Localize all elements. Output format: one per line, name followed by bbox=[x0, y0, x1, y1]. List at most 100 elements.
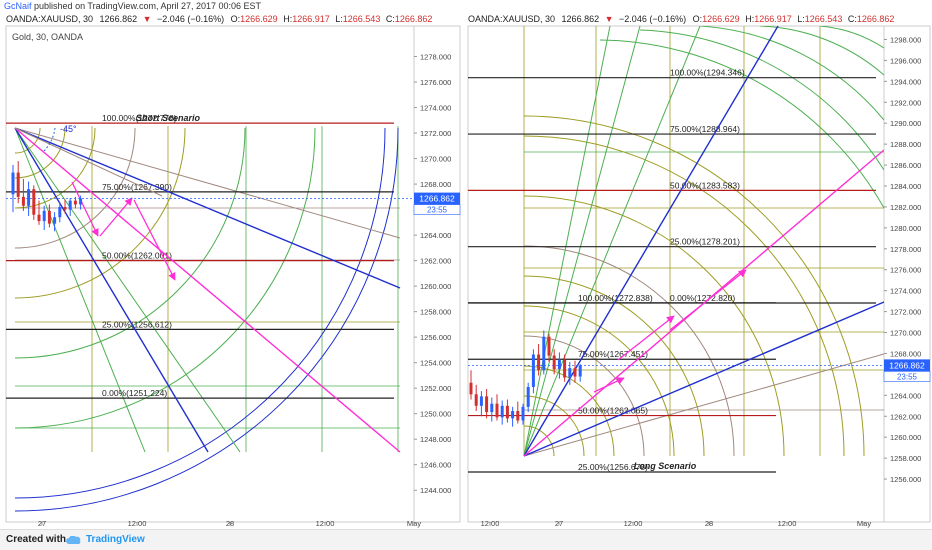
countdown-tag: 23:55 bbox=[897, 372, 918, 381]
candle-body bbox=[474, 394, 478, 406]
candle-body bbox=[537, 354, 541, 371]
gann-fan-line bbox=[523, 26, 611, 457]
fib-level-label: 50.00%(1283.583) bbox=[670, 180, 740, 190]
y-tick-label: 1282.000 bbox=[890, 203, 921, 212]
gann-arc bbox=[523, 425, 555, 457]
gann-arc bbox=[14, 127, 96, 209]
right-plot-area bbox=[467, 25, 885, 523]
publish-header: GcNaif published on TradingView.com, Apr… bbox=[0, 0, 932, 12]
fib-level-label: 100.00%(1272.778) bbox=[102, 113, 177, 123]
candle-body bbox=[516, 411, 520, 421]
right-fib-levels: 100.00%(1294.346) 75.00%(1288.964) 50.00%(… bbox=[468, 68, 876, 473]
left-trendlines bbox=[14, 127, 401, 453]
y-tick-label: 1288.000 bbox=[890, 140, 921, 149]
change-value: −2.046 (−0.16%) bbox=[619, 14, 686, 24]
arrow bbox=[593, 377, 625, 393]
y-tick-label: 1286.000 bbox=[890, 161, 921, 170]
candle-body bbox=[53, 217, 57, 224]
gann-arc bbox=[14, 127, 399, 512]
gann-arc bbox=[699, 26, 884, 121]
y-tick-label: 1276.000 bbox=[420, 78, 451, 87]
y-tick-label: 1250.000 bbox=[420, 410, 451, 419]
chart-subtitle: Gold, 30, OANDA bbox=[12, 32, 83, 42]
x-tick-label: 27 bbox=[555, 519, 563, 528]
right-price-axis bbox=[883, 25, 931, 523]
ohlc-low: 1266.543 bbox=[343, 14, 381, 24]
candle-body bbox=[37, 214, 41, 222]
candle-body bbox=[27, 189, 31, 206]
gann-arc bbox=[14, 127, 136, 249]
y-tick-label: 1248.000 bbox=[420, 435, 451, 444]
gann-arc bbox=[759, 26, 884, 76]
footer-bar: Created with TradingView bbox=[0, 529, 932, 550]
arrow bbox=[133, 199, 176, 281]
publish-text: published on TradingView.com, April 27, … bbox=[34, 1, 262, 11]
x-tick-label: 28 bbox=[705, 519, 713, 528]
y-tick-label: 1260.000 bbox=[890, 433, 921, 442]
arrow bbox=[669, 269, 747, 331]
right-trendlines bbox=[523, 26, 884, 457]
gann-arc bbox=[819, 26, 884, 49]
countdown-tag: 23:55 bbox=[427, 206, 448, 215]
y-tick-label: 1268.000 bbox=[890, 349, 921, 358]
candle-body bbox=[490, 403, 494, 413]
last-value: 1266.862 bbox=[562, 14, 600, 24]
candle-body bbox=[63, 207, 67, 210]
fib-level-label: 25.00%(1278.201) bbox=[670, 237, 740, 247]
change-value: −2.046 (−0.16%) bbox=[157, 14, 224, 24]
x-tick-label: 12:00 bbox=[316, 519, 335, 528]
change-arrow: ▼ bbox=[605, 14, 614, 24]
candle-body bbox=[16, 172, 20, 197]
svg-text:OANDA:XAUUSD, 30 1266.86: OANDA:XAUUSD, 30 1266.862 ▼ −2.046 (−0.1… bbox=[6, 14, 432, 24]
y-tick-label: 1292.000 bbox=[890, 98, 921, 107]
gann-arc bbox=[14, 127, 41, 154]
candle-body bbox=[526, 386, 530, 407]
fib-level-label: 100.00%(1294.346) bbox=[670, 68, 745, 78]
x-tick-label: 28 bbox=[226, 519, 234, 528]
candle-body bbox=[563, 359, 567, 378]
gann-arc bbox=[523, 275, 705, 457]
y-tick-label: 1290.000 bbox=[890, 119, 921, 128]
scenario-label: Long Scenario bbox=[634, 461, 697, 471]
author-link[interactable]: GcNaif bbox=[4, 1, 32, 11]
y-tick-label: 1254.000 bbox=[420, 359, 451, 368]
gann-arc bbox=[639, 29, 884, 171]
ohlc-close: 1266.862 bbox=[857, 14, 895, 24]
candle-body bbox=[511, 411, 515, 419]
last-price-tag: 1266.862 bbox=[889, 360, 925, 370]
y-tick-label: 1270.000 bbox=[890, 329, 921, 338]
ohlc-high: 1266.917 bbox=[292, 14, 330, 24]
ohlc-high: 1266.917 bbox=[754, 14, 792, 24]
candle-body bbox=[505, 405, 509, 419]
gann-arc bbox=[523, 195, 785, 457]
symbol-line: OANDA:XAUUSD, 30 bbox=[468, 14, 555, 24]
trendline bbox=[523, 301, 884, 457]
trendline bbox=[14, 127, 163, 197]
candle-body bbox=[21, 196, 25, 206]
candle-body bbox=[68, 200, 72, 210]
left-x-ticks: 27 12:00 28 12:00 May bbox=[38, 519, 422, 528]
tradingview-brand[interactable]: TradingView bbox=[86, 534, 145, 545]
gann-arc bbox=[14, 127, 386, 499]
gann-fan-line bbox=[523, 26, 641, 457]
left-plot-area bbox=[5, 25, 415, 523]
fib-level-label: 25.00%(1256.612) bbox=[102, 319, 172, 329]
ohlc-low: 1266.543 bbox=[805, 14, 843, 24]
left-fib-levels: 100.00%(1272.778) 75.00%(1267.390) 50.00%(… bbox=[6, 113, 394, 399]
left-gann-grid bbox=[14, 126, 401, 512]
arrow bbox=[99, 197, 133, 237]
symbol-line: OANDA:XAUUSD, 30 bbox=[6, 14, 93, 24]
candle-body bbox=[547, 336, 551, 356]
candle-body bbox=[58, 207, 62, 218]
x-tick-label: 12:00 bbox=[778, 519, 797, 528]
last-value: 1266.862 bbox=[100, 14, 138, 24]
y-tick-label: 1274.000 bbox=[890, 287, 921, 296]
right-x-ticks: 12:00 27 12:00 28 12:00 May bbox=[481, 519, 872, 528]
candle-body bbox=[500, 405, 504, 418]
gann-arc bbox=[523, 115, 865, 457]
scenario-label: Short Scenario bbox=[136, 113, 201, 123]
left-chart: 1278.000 1276.000 1274.000 1272.000 1270.000… bbox=[5, 25, 461, 528]
ohlc-open: 1266.629 bbox=[240, 14, 278, 24]
left-legend: OANDA:XAUUSD, 30 1266.862 ▼ −2.046 (−0.1… bbox=[6, 14, 432, 24]
